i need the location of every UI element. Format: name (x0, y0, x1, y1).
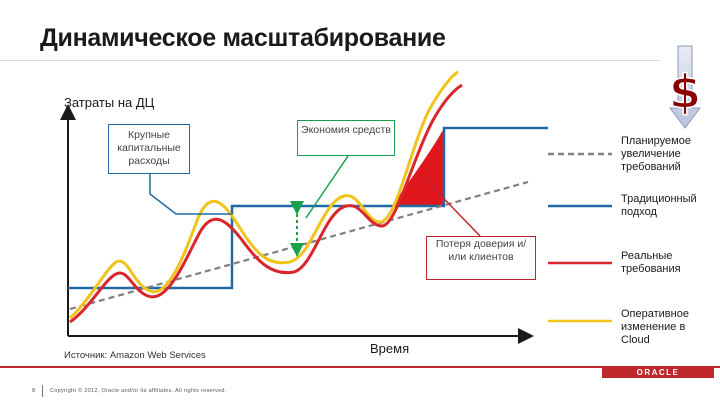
source-note: Источник: Amazon Web Services (64, 350, 206, 361)
legend-planned: Планируемое увеличение требований (621, 135, 691, 173)
svg-text:$: $ (669, 65, 701, 119)
savings-connector (305, 155, 349, 219)
page-title: Динамическое масштабирование (40, 24, 446, 52)
y-axis-label: Затраты на ДЦ (64, 95, 155, 110)
savings-callout: Экономия средств (297, 120, 395, 156)
legend-real: Реальные требования (621, 250, 681, 275)
cloud-line (68, 70, 459, 320)
page-number: 8 (32, 388, 36, 394)
traditional-line (68, 126, 548, 290)
real-demand-line (69, 83, 463, 324)
footer-divider (0, 366, 720, 368)
footer-separator (42, 385, 43, 397)
copyright-text: Copyright © 2012, Oracle and/or its affi… (50, 388, 227, 394)
title-divider (0, 60, 660, 61)
legend-traditional: Традиционный подход (621, 193, 697, 218)
x-axis-label: Время (370, 341, 410, 356)
customer-loss-callout: Потеря доверия и/или клиентов (426, 236, 536, 280)
dollar-down-icon: $ (668, 45, 702, 129)
loss-connector (423, 177, 481, 237)
capex-callout: Крупные капитальные расходы (108, 124, 190, 174)
capex-connector (149, 174, 232, 215)
legend-cloud: Оперативное изменение в Cloud (621, 308, 689, 346)
oracle-logo: ORACLE (602, 368, 714, 378)
loss-area (392, 128, 444, 206)
